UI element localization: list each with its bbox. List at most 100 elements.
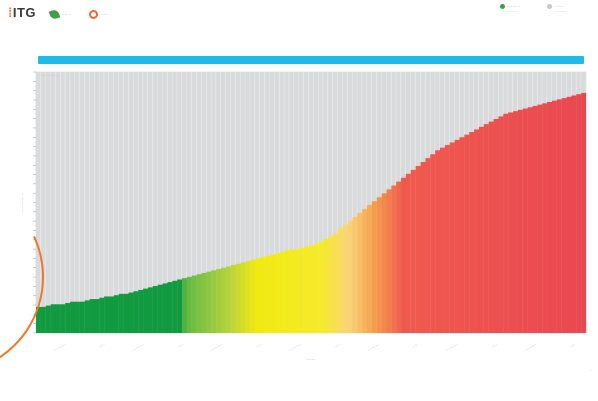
bar-background <box>211 72 216 333</box>
x-tick-label: ····-··-·· <box>366 342 380 353</box>
x-tick-label: ····-··-·· <box>523 342 537 353</box>
status-line-1: ········ <box>554 4 565 9</box>
y-tick-label: ·· <box>29 201 31 205</box>
y-tick-label: ·· <box>29 126 31 130</box>
bar <box>240 262 246 333</box>
page-number: 1 <box>590 369 593 371</box>
bar <box>274 253 280 333</box>
bar-background <box>65 72 70 333</box>
bar <box>40 306 46 333</box>
x-tick-label: ····-··-·· <box>131 342 145 353</box>
bar <box>308 245 314 333</box>
y-tick-label: ·· <box>29 229 31 233</box>
bar-background <box>172 72 177 333</box>
y-tick-label: ·· <box>29 332 31 336</box>
bar <box>576 94 582 333</box>
y-tick-label: ·· <box>29 313 31 317</box>
bar <box>386 189 392 333</box>
app-logo[interactable]: ⁞ITG <box>8 5 37 20</box>
bar <box>503 113 509 333</box>
status-line-2: ········ <box>507 9 518 15</box>
bar-background <box>70 72 75 333</box>
bar <box>123 293 129 333</box>
bar-background <box>157 72 163 333</box>
bar <box>571 95 577 333</box>
x-tick-label: ····-··-·· <box>52 342 66 353</box>
bar-background <box>337 72 343 333</box>
y-tick-label: ·· <box>29 154 31 158</box>
y-tick-label: ·· <box>29 257 31 261</box>
bar <box>430 154 436 333</box>
bar <box>391 185 397 333</box>
nav-heat-button[interactable]: ······ <box>89 7 109 21</box>
bar <box>182 278 187 333</box>
bar <box>410 169 416 334</box>
bar <box>318 241 324 333</box>
bar <box>289 249 295 333</box>
bar-background <box>162 72 168 333</box>
bar <box>186 276 192 333</box>
bar-background <box>308 72 314 333</box>
bar <box>211 270 217 333</box>
bar <box>469 132 475 333</box>
bar <box>556 99 562 333</box>
bar-background <box>225 72 231 333</box>
bar <box>439 147 445 333</box>
bar <box>425 158 431 333</box>
bar-background <box>366 72 372 333</box>
bar-background <box>357 72 362 333</box>
bar <box>512 111 518 334</box>
bar-background <box>36 72 41 333</box>
bar <box>206 271 212 333</box>
bar <box>191 275 197 333</box>
bar-background <box>138 72 143 333</box>
bar-background <box>279 72 284 333</box>
bar-background <box>123 72 129 333</box>
bar <box>522 108 528 333</box>
top-bar: ⁞ITG ······· ······ ·········· ········ … <box>0 0 598 30</box>
x-tick-label: ··:·· <box>176 342 184 350</box>
bar <box>303 246 309 333</box>
bar-background <box>347 72 353 333</box>
y-tick-label: ·· <box>29 98 31 102</box>
x-tick-label: ··:·· <box>255 342 263 350</box>
y-tick-label: ·· <box>29 304 31 308</box>
leaf-icon <box>48 8 61 20</box>
y-tick-label: ·· <box>29 108 31 112</box>
bar <box>50 304 56 333</box>
bar-background <box>274 72 280 333</box>
bar <box>89 299 95 333</box>
y-tick-label: ·· <box>29 192 31 196</box>
nav-heat-label: ······ <box>101 11 109 17</box>
bar <box>177 279 183 333</box>
bar <box>459 137 465 333</box>
bar <box>498 116 504 333</box>
y-tick-label: ·· <box>29 210 31 214</box>
bar-background <box>128 72 133 333</box>
bar <box>464 134 470 333</box>
x-tick-label: ··:·· <box>333 342 341 350</box>
bar <box>94 299 100 333</box>
nav-eco-button[interactable]: ······· <box>48 7 71 21</box>
bar-background <box>45 72 51 333</box>
bar <box>162 283 168 333</box>
bar <box>449 142 455 333</box>
bar <box>45 305 51 333</box>
bar <box>259 257 265 333</box>
bar-background <box>250 72 255 333</box>
bar <box>483 124 489 333</box>
bar-background <box>352 72 357 333</box>
x-tick-label: ··:·· <box>568 342 576 350</box>
y-tick-label: ·· <box>29 117 31 121</box>
bar <box>196 274 202 334</box>
bar-background <box>230 72 236 333</box>
bar-background <box>293 72 299 333</box>
bar <box>220 267 226 333</box>
bar-background <box>55 72 60 333</box>
status-dot-icon <box>547 4 552 10</box>
bar <box>36 306 41 333</box>
bar <box>128 292 134 333</box>
bar-background <box>240 72 245 333</box>
bar-background <box>298 72 304 333</box>
status-line-1: ·········· <box>507 4 521 9</box>
